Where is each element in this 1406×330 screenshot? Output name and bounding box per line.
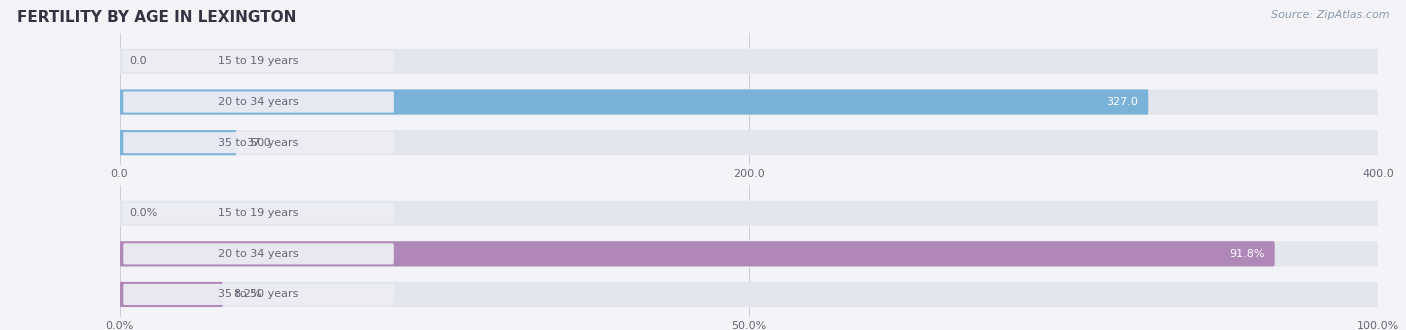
Text: 327.0: 327.0 xyxy=(1107,97,1139,107)
FancyBboxPatch shape xyxy=(120,282,222,307)
FancyBboxPatch shape xyxy=(124,203,394,224)
Text: 0.0: 0.0 xyxy=(129,56,148,66)
Text: 15 to 19 years: 15 to 19 years xyxy=(218,208,299,218)
FancyBboxPatch shape xyxy=(124,284,394,305)
Text: 91.8%: 91.8% xyxy=(1229,249,1264,259)
Text: 20 to 34 years: 20 to 34 years xyxy=(218,249,299,259)
Text: 15 to 19 years: 15 to 19 years xyxy=(218,56,299,66)
FancyBboxPatch shape xyxy=(120,89,1149,115)
FancyBboxPatch shape xyxy=(124,51,394,72)
Text: 8.2%: 8.2% xyxy=(233,289,262,299)
FancyBboxPatch shape xyxy=(120,241,1378,266)
Text: FERTILITY BY AGE IN LEXINGTON: FERTILITY BY AGE IN LEXINGTON xyxy=(17,10,297,25)
Text: 20 to 34 years: 20 to 34 years xyxy=(218,97,299,107)
FancyBboxPatch shape xyxy=(120,49,1378,74)
FancyBboxPatch shape xyxy=(120,130,1378,155)
Text: 35 to 50 years: 35 to 50 years xyxy=(218,138,298,148)
FancyBboxPatch shape xyxy=(120,241,1275,266)
FancyBboxPatch shape xyxy=(124,132,394,153)
FancyBboxPatch shape xyxy=(124,91,394,113)
Text: 37.0: 37.0 xyxy=(246,138,271,148)
FancyBboxPatch shape xyxy=(124,243,394,264)
Text: 0.0%: 0.0% xyxy=(129,208,157,218)
Text: 35 to 50 years: 35 to 50 years xyxy=(218,289,298,299)
Text: Source: ZipAtlas.com: Source: ZipAtlas.com xyxy=(1271,10,1389,20)
FancyBboxPatch shape xyxy=(120,130,236,155)
FancyBboxPatch shape xyxy=(120,89,1378,115)
FancyBboxPatch shape xyxy=(120,282,1378,307)
FancyBboxPatch shape xyxy=(120,201,1378,226)
